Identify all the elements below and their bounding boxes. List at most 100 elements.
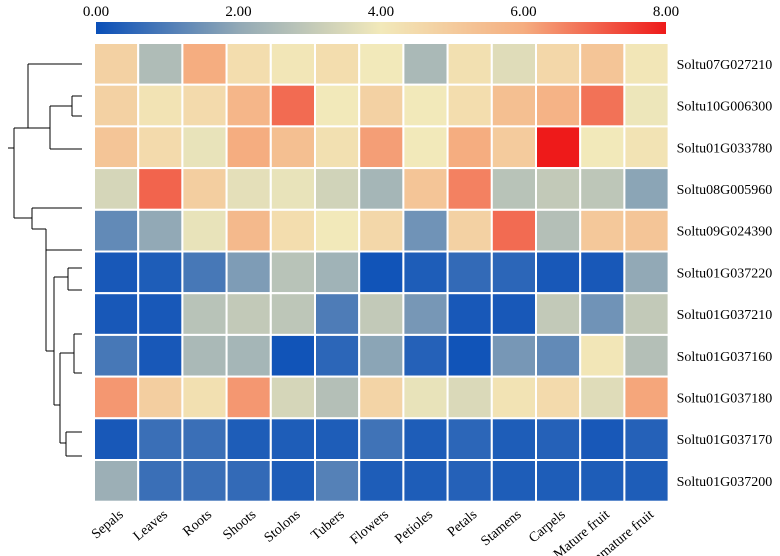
heatmap-cell bbox=[535, 292, 582, 336]
colorbar-tick-label: 2.00 bbox=[225, 4, 251, 20]
colorbar-tick-label: 4.00 bbox=[368, 4, 394, 20]
heatmap-cell bbox=[314, 125, 361, 170]
row-labels: Soltu07G027210 Soltu10G006300 Soltu01G0337… bbox=[677, 58, 773, 490]
heatmap-cell bbox=[314, 250, 361, 295]
heatmap-cell bbox=[269, 292, 316, 336]
row-label: Soltu01G037200 bbox=[677, 475, 773, 490]
heatmap-cell bbox=[402, 83, 449, 128]
heatmap-cell bbox=[93, 250, 140, 295]
heatmap-cells bbox=[93, 42, 670, 503]
heatmap-cell bbox=[402, 167, 449, 211]
heatmap-cell bbox=[358, 83, 405, 128]
heatmap-cell bbox=[314, 42, 361, 86]
heatmap-cell bbox=[579, 125, 626, 170]
heatmap-cell bbox=[358, 250, 405, 295]
heatmap-cell bbox=[93, 125, 140, 170]
heatmap-cell bbox=[137, 208, 184, 253]
heatmap-cell bbox=[93, 333, 140, 378]
heatmap-cell bbox=[225, 333, 272, 378]
heatmap-cell bbox=[225, 83, 272, 128]
heatmap-cell bbox=[314, 459, 361, 503]
heatmap-cell bbox=[137, 459, 184, 503]
heatmap-cell bbox=[446, 375, 493, 420]
heatmap-cell bbox=[623, 125, 670, 170]
heatmap-cell bbox=[181, 250, 228, 295]
heatmap-cell bbox=[490, 167, 537, 211]
heatmap-cell bbox=[137, 375, 184, 420]
heatmap-cell bbox=[446, 250, 493, 295]
heatmap-cell bbox=[225, 167, 272, 211]
column-label: Petals bbox=[445, 507, 480, 540]
heatmap-cell bbox=[623, 250, 670, 295]
heatmap-cell bbox=[358, 333, 405, 378]
heatmap-cell bbox=[402, 375, 449, 420]
heatmap-cell bbox=[490, 292, 537, 336]
heatmap-cell bbox=[402, 208, 449, 253]
row-label: Soltu08G005960 bbox=[677, 183, 773, 198]
heatmap-cell bbox=[225, 125, 272, 170]
heatmap-cell bbox=[490, 250, 537, 295]
heatmap-cell bbox=[579, 167, 626, 211]
heatmap-cell bbox=[446, 333, 493, 378]
heatmap-cell bbox=[446, 167, 493, 211]
heatmap-cell bbox=[535, 375, 582, 420]
heatmap-cell bbox=[269, 375, 316, 420]
heatmap-cell bbox=[137, 333, 184, 378]
heatmap-cell bbox=[579, 250, 626, 295]
heatmap-cell bbox=[446, 459, 493, 503]
heatmap-cell bbox=[137, 167, 184, 211]
heatmap-cell bbox=[137, 42, 184, 86]
heatmap-cell bbox=[402, 333, 449, 378]
column-label: Stolons bbox=[262, 507, 304, 545]
heatmap-cell bbox=[490, 208, 537, 253]
heatmap-cell bbox=[358, 417, 405, 461]
heatmap-cell bbox=[137, 125, 184, 170]
heatmap-cell bbox=[446, 292, 493, 336]
heatmap-cell bbox=[269, 83, 316, 128]
column-label: Shoots bbox=[220, 507, 259, 543]
heatmap-cell bbox=[535, 459, 582, 503]
heatmap-cell bbox=[314, 83, 361, 128]
heatmap-cell bbox=[225, 375, 272, 420]
heatmap-cell bbox=[623, 333, 670, 378]
heatmap-cell bbox=[446, 417, 493, 461]
heatmap-cell bbox=[269, 208, 316, 253]
row-dendrogram bbox=[8, 63, 82, 457]
heatmap-cell bbox=[137, 292, 184, 336]
heatmap-cell bbox=[137, 83, 184, 128]
heatmap-cell bbox=[93, 375, 140, 420]
heatmap-cell bbox=[535, 333, 582, 378]
heatmap-cell bbox=[358, 375, 405, 420]
heatmap-cell bbox=[579, 208, 626, 253]
column-label: Tubers bbox=[309, 507, 348, 543]
heatmap-cell bbox=[446, 125, 493, 170]
heatmap-cell bbox=[490, 83, 537, 128]
heatmap-cell bbox=[623, 459, 670, 503]
heatmap-cell bbox=[402, 459, 449, 503]
heatmap-cell bbox=[181, 208, 228, 253]
row-label: Soltu01G033780 bbox=[677, 141, 773, 156]
heatmap-cell bbox=[623, 417, 670, 461]
heatmap-cell bbox=[623, 167, 670, 211]
heatmap-cell bbox=[358, 125, 405, 170]
heatmap-cell bbox=[314, 333, 361, 378]
heatmap-cell bbox=[137, 250, 184, 295]
row-label: Soltu09G024390 bbox=[677, 225, 773, 240]
heatmap-cell bbox=[181, 333, 228, 378]
heatmap-cell bbox=[623, 375, 670, 420]
heatmap-cell bbox=[446, 42, 493, 86]
heatmap-cell bbox=[579, 375, 626, 420]
heatmap-cell bbox=[93, 459, 140, 503]
heatmap-cell bbox=[490, 459, 537, 503]
row-label: Soltu01G037210 bbox=[677, 308, 773, 323]
heatmap-cell bbox=[314, 292, 361, 336]
heatmap-cell bbox=[225, 42, 272, 86]
heatmap-cell bbox=[93, 292, 140, 336]
heatmap-cell bbox=[358, 459, 405, 503]
heatmap-cell bbox=[579, 42, 626, 86]
heatmap-cell bbox=[314, 417, 361, 461]
heatmap-cell bbox=[269, 125, 316, 170]
heatmap-cell bbox=[490, 42, 537, 86]
colorbar-tick-label: 0.00 bbox=[83, 4, 109, 20]
row-label: Soltu01G037220 bbox=[677, 266, 773, 281]
